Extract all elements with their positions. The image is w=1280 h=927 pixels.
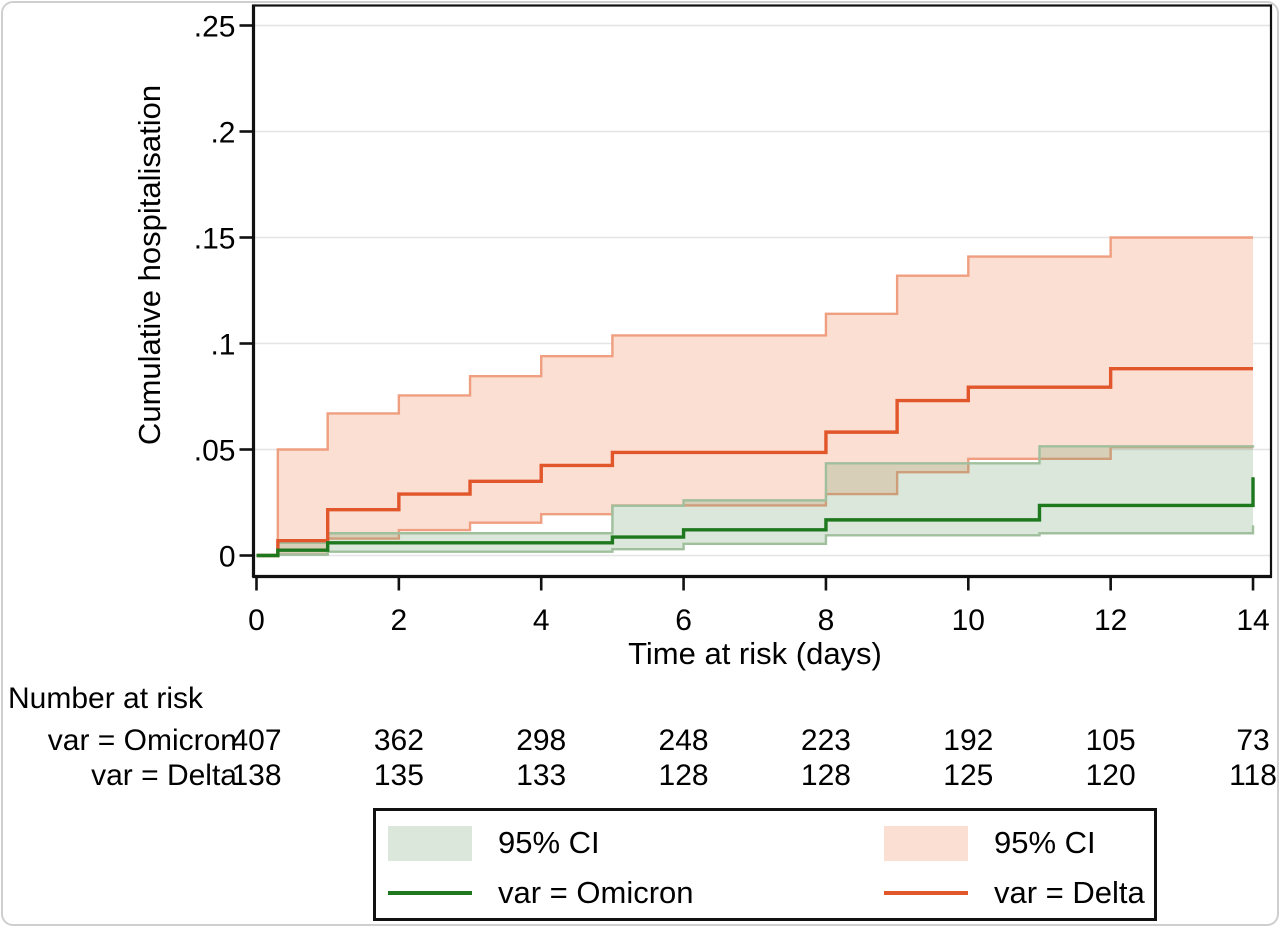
legend-label: var = Delta [994,874,1145,910]
y-tick-label: 0 [219,541,236,574]
legend-item-delta-line: var = Delta [884,875,1145,910]
at-risk-count: 120 [1086,759,1136,792]
omicron-ci-swatch-icon [388,825,472,861]
legend-item-omicron-ci: 95% CI [388,825,600,861]
y-tick-label: .25 [194,11,236,44]
x-tick-label: 14 [1236,604,1269,637]
at-risk-row-label-omicron: var = Omicron [48,724,237,757]
x-tick-label: 4 [533,604,550,637]
omicron-step-line [256,477,1255,558]
delta-ci-swatch-icon [884,825,968,861]
x-tick-label: 6 [675,604,692,637]
y-axis-title: Cumulative hospitalisation [132,85,167,445]
cumulative-incidence-step-lines [256,367,1255,558]
x-tick-label: 12 [1094,604,1127,637]
omicron-line-swatch-icon [388,890,472,895]
legend: 95% CI 95% CI var = Omicron var = Delta [373,808,1157,921]
legend-label: var = Omicron [498,874,694,910]
axis-ticks [239,24,1255,591]
ci-lower-edge [256,525,1255,557]
at-risk-count: 128 [659,759,709,792]
at-risk-row-label-delta: var = Delta [91,759,237,792]
legend-item-omicron-line: var = Omicron [388,875,694,910]
at-risk-count: 133 [516,759,566,792]
at-risk-count: 138 [231,759,281,792]
x-tick-label: 10 [952,604,985,637]
at-risk-counts: 407 362 298 248 223 192 105 73 138 135 133 128 128 12… [231,724,1276,792]
y-tick-label: .05 [194,435,236,468]
at-risk-count: 298 [516,724,566,757]
at-risk-title: Number at risk [8,682,204,715]
y-tick-label: .1 [210,329,235,362]
at-risk-count: 128 [801,759,851,792]
at-risk-count: 73 [1236,724,1269,757]
at-risk-count: 105 [1086,724,1136,757]
delta-ci-band [256,237,1254,556]
y-tick-labels: 0 .05 .1 .15 .2 .25 [194,11,236,574]
x-tick-label: 0 [248,604,265,637]
x-tick-labels: 0 2 4 6 8 10 12 14 [248,604,1270,637]
x-tick-label: 8 [818,604,835,637]
x-axis-title: Time at risk (days) [628,636,882,671]
at-risk-count: 118 [1229,759,1277,792]
y-tick-label: .15 [194,223,236,256]
delta-step-line [256,367,1254,558]
confidence-bands [256,236,1255,557]
at-risk-count: 135 [374,759,424,792]
plot-frame [251,4,1273,579]
at-risk-count: 125 [943,759,993,792]
y-tick-label: .2 [210,117,235,150]
delta-line-swatch-icon [884,890,968,895]
at-risk-count: 223 [801,724,851,757]
x-tick-label: 2 [391,604,408,637]
legend-label: 95% CI [498,825,600,860]
ci-upper-edge [256,236,1254,557]
at-risk-count: 248 [659,724,709,757]
legend-label: 95% CI [994,825,1096,860]
legend-item-delta-ci: 95% CI [884,825,1096,861]
ci-upper-edge [256,445,1255,557]
at-risk-count: 362 [374,724,424,757]
at-risk-count: 407 [231,724,281,757]
at-risk-count: 192 [943,724,993,757]
